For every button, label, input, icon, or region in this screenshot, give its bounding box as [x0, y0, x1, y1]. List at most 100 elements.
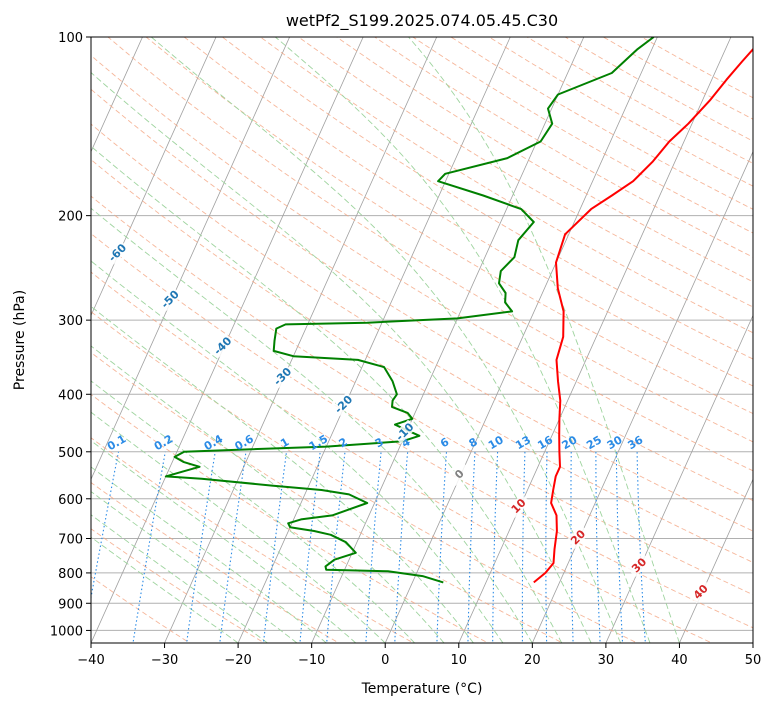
background-lines — [91, 37, 753, 643]
isotherm-line — [91, 37, 217, 317]
mixing-ratio-line — [262, 451, 288, 643]
isotherm-line — [679, 478, 753, 643]
isotherm-label-bg — [331, 392, 356, 417]
x-tick-label: 30 — [598, 653, 615, 668]
x-tick-label: 20 — [524, 653, 541, 668]
isotherm-label: -80 — [2, 145, 25, 168]
mixing-ratio-label: 16 — [535, 433, 555, 452]
moist-adiabat-line — [91, 411, 386, 643]
dry-adiabat-line — [488, 37, 753, 187]
y-tick-label: 400 — [58, 388, 83, 403]
plot-frame — [90, 36, 754, 644]
moist-adiabat-line — [91, 145, 563, 643]
mixing-ratio-line — [570, 451, 574, 643]
isotherm-line — [458, 37, 732, 643]
dry-adiabat-line — [91, 576, 191, 643]
mixing-ratio-line — [467, 451, 476, 643]
mixing-ratio-label: 6 — [438, 435, 451, 450]
isotherm-label-bg — [105, 240, 130, 265]
mixing-ratio-line — [595, 451, 601, 643]
moist-adiabat-line — [91, 207, 533, 643]
dry-adiabat-line — [91, 311, 639, 643]
y-tick-label: 300 — [58, 314, 83, 329]
dry-adiabat-line — [450, 37, 753, 210]
temperature-profile-line — [533, 47, 753, 584]
mixing-ratio-line — [299, 451, 321, 643]
moist-adiabat-line — [91, 345, 445, 643]
moist-adiabat-line — [91, 305, 474, 643]
dewpoint-profile-line — [164, 37, 655, 584]
isotherm-line — [164, 37, 438, 643]
isotherm-label-bg — [506, 493, 531, 518]
y-tick-label: 900 — [58, 597, 83, 612]
isotherm-line — [531, 150, 753, 643]
y-tick-label: 1000 — [50, 624, 83, 639]
y-tick-label: 700 — [58, 533, 83, 548]
isotherm-label: -50 — [159, 288, 182, 311]
isotherm-line — [91, 37, 364, 643]
dry-adiabat-line — [526, 37, 753, 164]
y-axis-title: Pressure (hPa) — [12, 290, 28, 390]
dry-adiabat-line — [91, 481, 340, 643]
dry-adiabat-line — [298, 37, 753, 308]
mixing-ratio-label: 25 — [584, 433, 604, 452]
dry-adiabat-line — [91, 351, 564, 643]
sounding-profiles — [164, 37, 753, 584]
mixing-ratio-label: 1.5 — [307, 432, 330, 453]
y-tick-label: 500 — [58, 446, 83, 461]
isotherm-label-bg — [1, 145, 25, 169]
mixing-ratio-label: 13 — [513, 433, 533, 452]
x-axis-title: Temperature (°C) — [361, 681, 483, 697]
moist-adiabat-line — [275, 37, 651, 643]
mixing-ratio-line — [132, 451, 166, 643]
mixing-ratio-label: 36 — [625, 433, 645, 452]
mixing-ratio-line — [326, 451, 346, 643]
isotherm-line — [91, 37, 291, 481]
isotherm-label-bg — [157, 287, 182, 312]
dry-adiabat-line — [603, 37, 753, 120]
isotherm-label-bg — [447, 461, 472, 487]
dry-adiabat-line — [564, 37, 753, 142]
dry-adiabat-line — [145, 37, 753, 415]
x-tick-label: −40 — [77, 653, 104, 668]
isotherm-line — [311, 37, 585, 643]
mixing-ratio-line — [91, 451, 120, 601]
x-tick-label: 10 — [451, 653, 468, 668]
x-tick-label: 0 — [381, 653, 389, 668]
y-tick-label: 200 — [58, 210, 83, 225]
dry-adiabat-line — [91, 271, 713, 643]
moist-adiabat-line — [91, 536, 239, 643]
chart-title: wetPf2_S199.2025.074.05.45.C30 — [286, 11, 558, 31]
y-tick-label: 100 — [58, 31, 83, 46]
mixing-ratio-line — [365, 451, 382, 643]
moist-adiabat-line — [91, 466, 327, 643]
x-tick-label: 50 — [745, 653, 762, 668]
x-tick-label: −30 — [151, 653, 178, 668]
mixing-ratio-line — [636, 451, 646, 643]
isotherm-line — [605, 314, 753, 643]
dry-adiabat-line — [91, 88, 753, 502]
dry-adiabat-line — [91, 233, 753, 629]
dry-adiabat-line — [260, 37, 753, 334]
isotherm-label-bg — [626, 552, 651, 577]
isotherm-label-bg — [270, 364, 295, 389]
dry-adiabat-line — [374, 37, 753, 258]
mixing-ratio-label: 10 — [486, 433, 506, 452]
y-tick-label: 800 — [58, 567, 83, 582]
axes: −40 −30 −20 −10 0 10 20 30 40 5010020030040050060… — [50, 31, 761, 668]
mixing-ratio-label: 0.2 — [152, 432, 175, 453]
dry-adiabat-line — [107, 37, 753, 443]
x-tick-label: −10 — [298, 653, 325, 668]
mixing-ratio-label: 0.1 — [105, 432, 128, 453]
isotherm-label-bg — [565, 525, 590, 550]
moist-adiabat-line — [91, 514, 268, 643]
moist-adiabat-line — [151, 37, 622, 643]
x-tick-label: 40 — [671, 653, 688, 668]
isotherm-line — [384, 37, 658, 643]
dry-adiabat-line — [91, 123, 753, 532]
isotherm-label-bg — [210, 333, 235, 358]
dry-adiabat-line — [641, 37, 753, 99]
dry-adiabat-line — [91, 54, 753, 472]
mixing-ratio-line — [615, 451, 624, 643]
